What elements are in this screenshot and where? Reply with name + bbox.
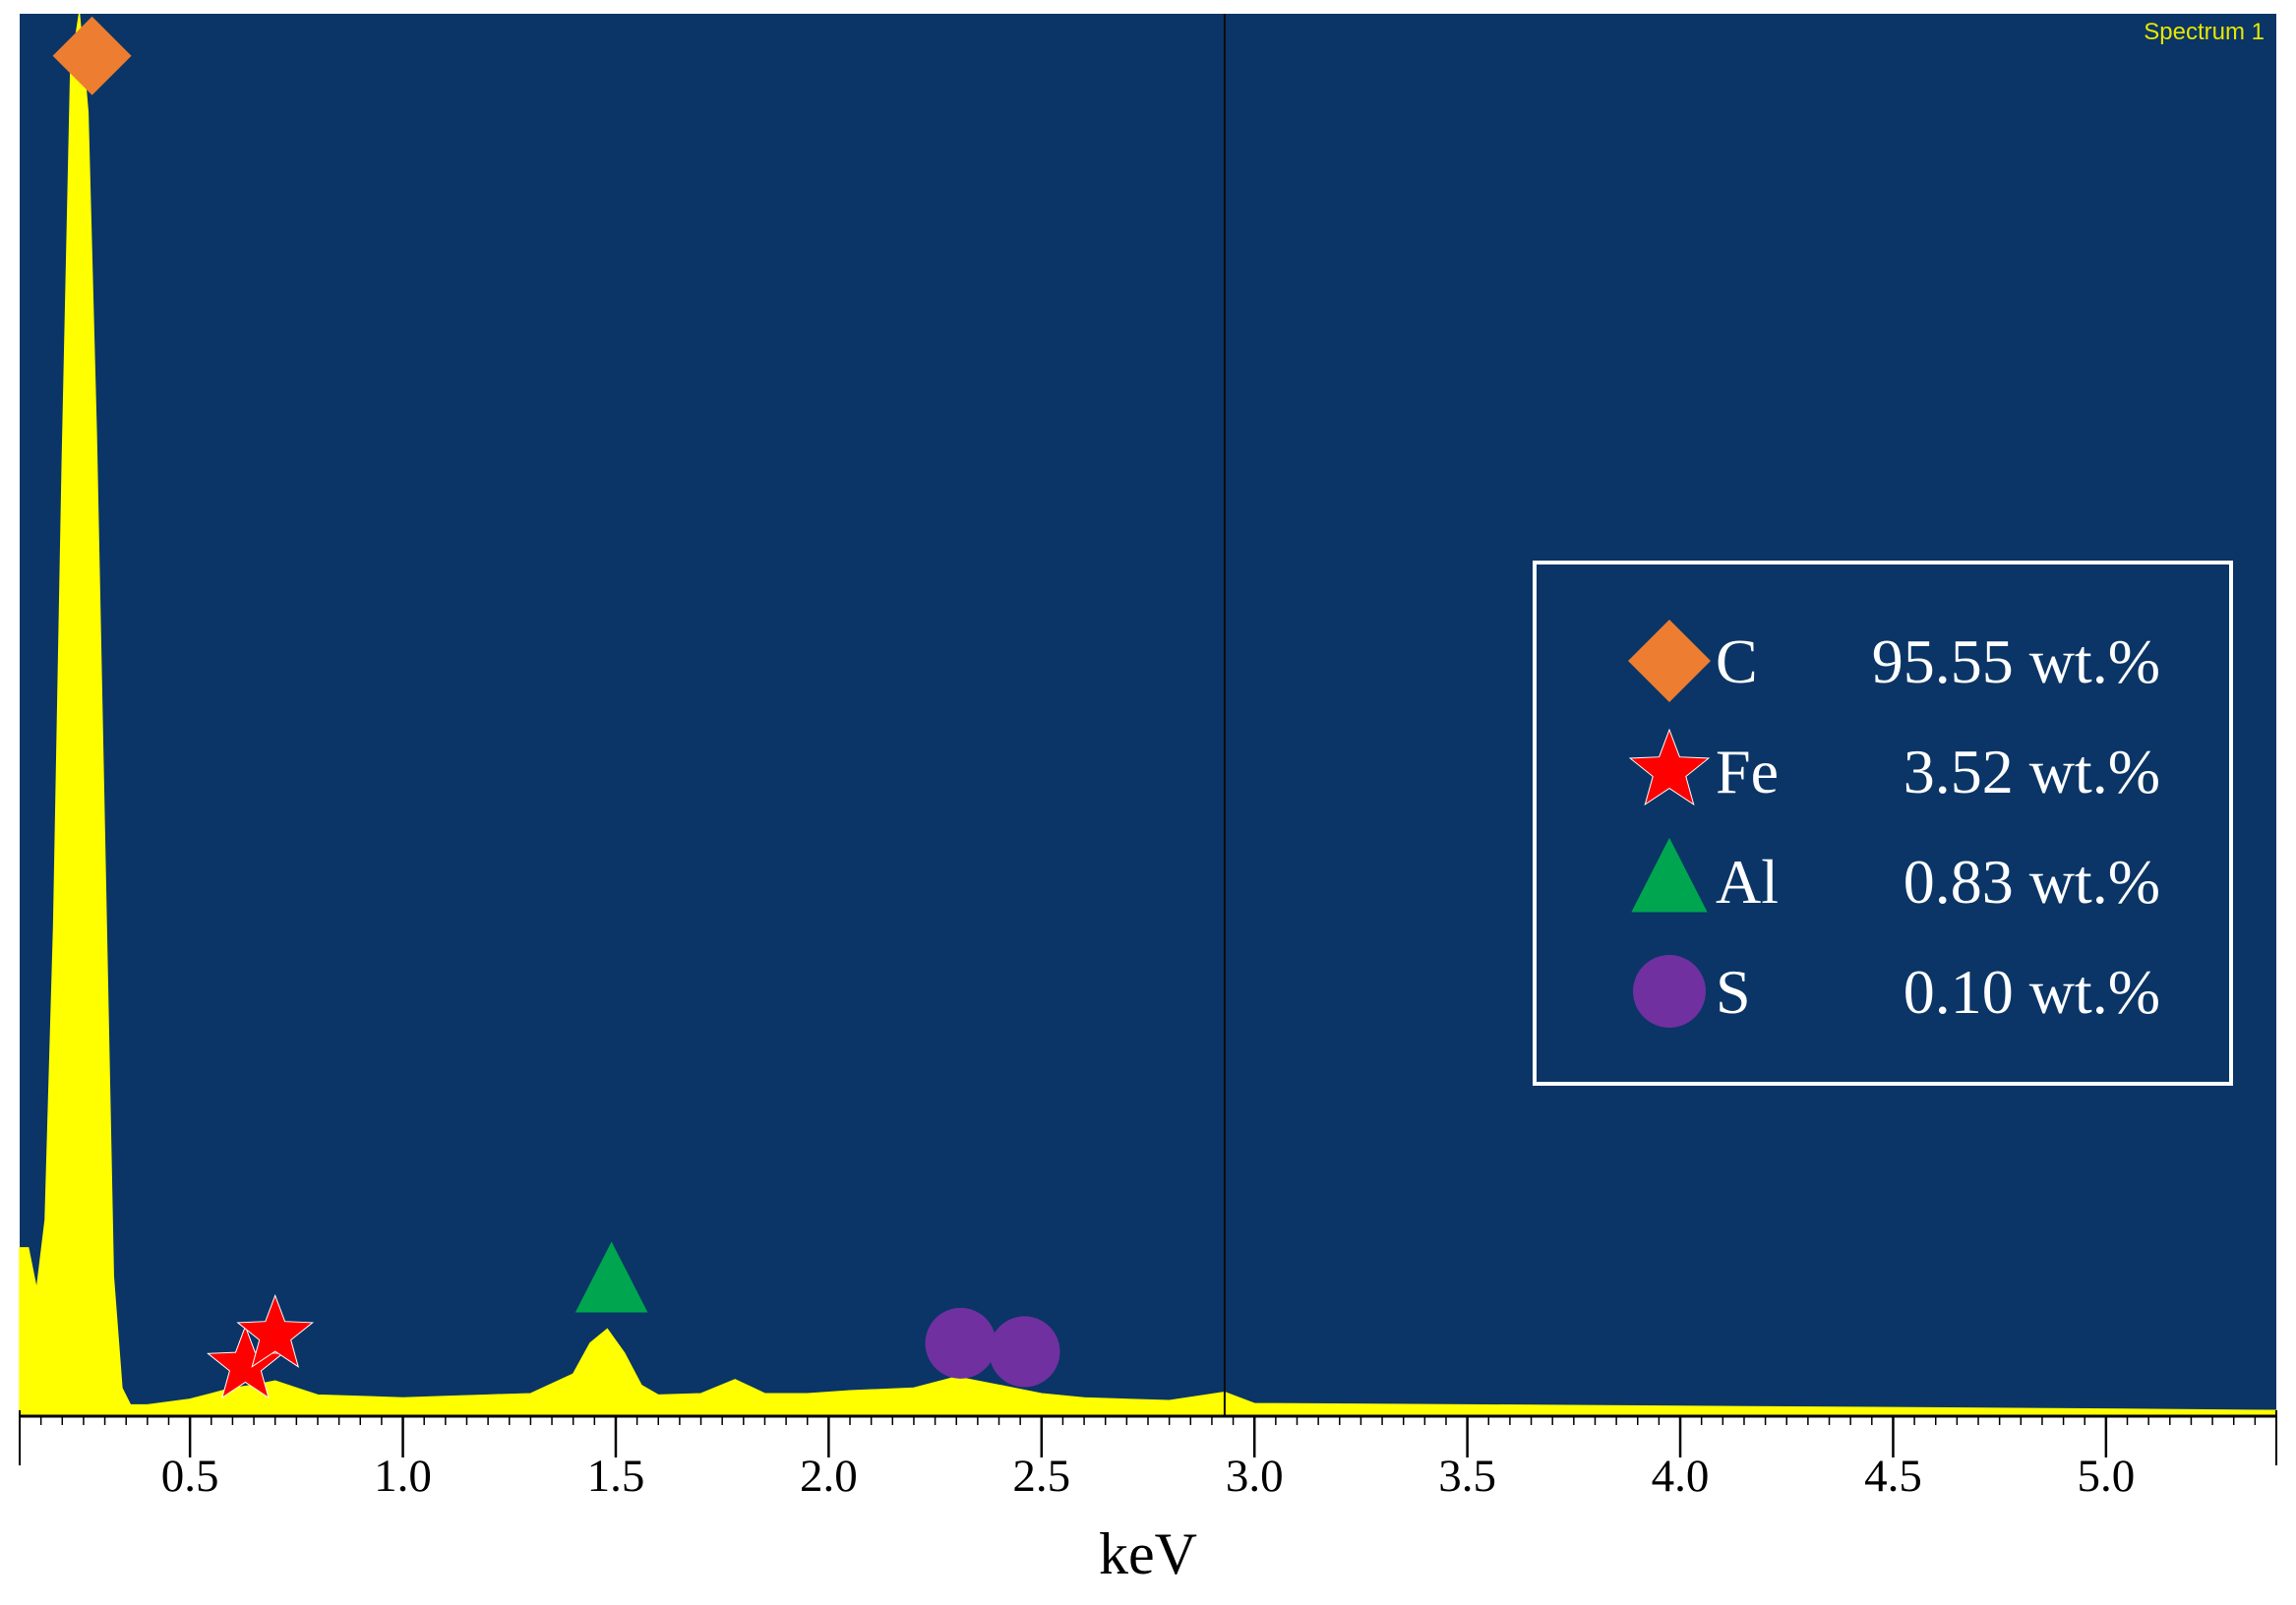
legend-value-al: 0.83 wt.% bbox=[1903, 847, 2160, 917]
legend-marker-fe bbox=[1628, 728, 1711, 806]
x-tick-label: 4.5 bbox=[1864, 1451, 1922, 1502]
x-axis: 0.5 1.0 1.5 2.0 2.5 3.0 3.5 4.0 4.5 5.0 bbox=[19, 1410, 2277, 1502]
peak-markers bbox=[52, 16, 1060, 1399]
peak-marker-fe bbox=[207, 1325, 284, 1399]
legend-value-fe: 3.52 wt.% bbox=[1903, 737, 2160, 806]
x-tick-label: 2.5 bbox=[1012, 1451, 1070, 1502]
legend-marker-al bbox=[1631, 837, 1708, 913]
legend-marker-s bbox=[1633, 955, 1706, 1028]
spectrum-area bbox=[19, 13, 2277, 1417]
legend-value-s: 0.10 wt.% bbox=[1903, 957, 2160, 1027]
peak-marker-s bbox=[989, 1316, 1060, 1388]
x-tick-label: 1.0 bbox=[374, 1451, 432, 1502]
legend-element-c: C bbox=[1716, 626, 1758, 696]
legend-marker-c bbox=[1628, 620, 1711, 702]
x-tick-label: 3.5 bbox=[1438, 1451, 1496, 1502]
peak-marker-s bbox=[925, 1307, 997, 1379]
spectrum-layer bbox=[19, 13, 2277, 1417]
legend-element-s: S bbox=[1716, 957, 1751, 1027]
peak-marker-c bbox=[52, 16, 132, 95]
legend-value-c: 95.55 wt.% bbox=[1872, 626, 2160, 696]
x-tick-label: 0.5 bbox=[161, 1451, 219, 1502]
x-tick-label: 1.5 bbox=[587, 1451, 645, 1502]
legend: C 95.55 wt.% Fe 3.52 wt.% Al 0.83 wt.% S 0.10 w… bbox=[1533, 561, 2233, 1086]
x-tick-label: 4.0 bbox=[1652, 1451, 1710, 1502]
legend-box bbox=[1533, 561, 2233, 1086]
x-tick-label: 2.0 bbox=[800, 1451, 858, 1502]
legend-element-al: Al bbox=[1716, 847, 1779, 917]
peak-marker-fe bbox=[236, 1293, 315, 1368]
x-tick-label: 3.0 bbox=[1226, 1451, 1284, 1502]
spectrum-label: Spectrum 1 bbox=[2144, 19, 2265, 45]
peak-marker-al bbox=[574, 1241, 648, 1313]
x-axis-title: keV bbox=[1099, 1521, 1197, 1586]
legend-element-fe: Fe bbox=[1716, 737, 1779, 806]
plot-background bbox=[20, 14, 2276, 1416]
x-tick-label: 5.0 bbox=[2077, 1451, 2135, 1502]
